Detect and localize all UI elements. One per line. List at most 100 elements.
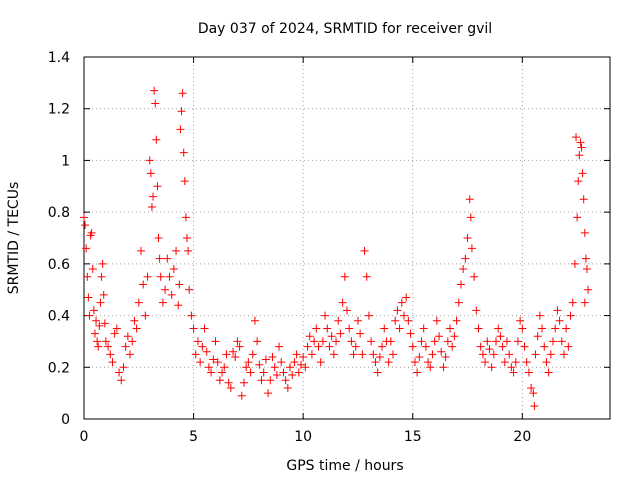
data-point — [456, 280, 465, 289]
data-point — [132, 324, 141, 333]
data-point — [231, 352, 240, 361]
data-point — [283, 383, 292, 392]
data-point — [566, 311, 575, 320]
data-point — [509, 368, 518, 377]
data-point — [215, 376, 224, 385]
data-point — [502, 337, 511, 346]
data-point — [323, 324, 332, 333]
data-point — [296, 360, 305, 369]
data-point — [196, 358, 205, 367]
data-point — [413, 368, 422, 377]
data-point — [101, 337, 110, 346]
data-point — [211, 337, 220, 346]
data-point — [275, 342, 284, 351]
data-point — [290, 358, 299, 367]
data-point — [89, 306, 98, 315]
data-point — [380, 324, 389, 333]
data-point — [562, 324, 571, 333]
data-point — [153, 182, 162, 191]
data-point — [570, 259, 579, 268]
data-point — [524, 368, 533, 377]
y-tick-label: 1.2 — [48, 102, 70, 118]
data-point — [104, 342, 113, 351]
data-point — [334, 316, 343, 325]
data-point — [461, 254, 470, 263]
data-point — [450, 332, 459, 341]
data-point — [321, 311, 330, 320]
data-point — [424, 358, 433, 367]
data-point — [155, 254, 164, 263]
data-point — [576, 138, 585, 147]
data-point — [136, 246, 145, 255]
data-point — [408, 342, 417, 351]
data-point — [470, 272, 479, 281]
data-point — [542, 358, 551, 367]
data-point — [147, 202, 156, 211]
data-point — [353, 316, 362, 325]
data-point — [209, 355, 218, 364]
data-point — [303, 342, 312, 351]
data-point — [373, 368, 382, 377]
data-point — [174, 301, 183, 310]
data-point — [179, 148, 188, 157]
data-point — [83, 272, 92, 281]
data-point — [428, 350, 437, 359]
data-point — [253, 337, 262, 346]
data-point — [421, 342, 430, 351]
data-point — [343, 306, 351, 315]
data-point — [476, 342, 485, 351]
data-point — [371, 358, 380, 367]
y-tick-label: 0 — [61, 412, 70, 428]
data-point — [85, 311, 94, 320]
data-point — [544, 368, 553, 377]
data-point — [527, 383, 536, 392]
data-point — [237, 391, 246, 400]
data-point — [395, 324, 404, 333]
data-point — [117, 376, 126, 385]
data-point — [516, 316, 525, 325]
data-point — [513, 337, 522, 346]
data-point — [169, 265, 178, 274]
data-point — [149, 192, 158, 201]
data-point — [362, 272, 371, 281]
data-point — [134, 298, 143, 307]
data-point — [557, 337, 566, 346]
data-point — [141, 311, 150, 320]
data-point — [175, 280, 184, 289]
data-point — [222, 350, 231, 359]
data-point — [347, 337, 356, 346]
data-point — [375, 352, 384, 361]
data-point — [360, 246, 369, 255]
data-point — [80, 213, 88, 222]
data-point — [100, 319, 109, 328]
data-point — [530, 402, 539, 411]
data-point — [310, 337, 319, 346]
data-point — [391, 316, 400, 325]
data-point — [364, 311, 373, 320]
data-point — [332, 337, 341, 346]
data-point — [259, 368, 268, 377]
data-point — [292, 350, 301, 359]
data-point — [279, 368, 288, 377]
y-axis-label: SRMTID / TECUs — [6, 182, 22, 295]
data-point — [522, 358, 531, 367]
x-axis-label: GPS time / hours — [286, 458, 403, 474]
data-point — [481, 358, 490, 367]
data-point — [551, 324, 560, 333]
data-point — [483, 337, 492, 346]
data-point — [88, 265, 97, 274]
data-point — [193, 337, 202, 346]
data-point — [172, 246, 181, 255]
data-point — [250, 316, 259, 325]
data-point — [498, 342, 507, 351]
data-point — [446, 324, 455, 333]
data-point — [257, 376, 266, 385]
data-point — [314, 342, 323, 351]
data-point — [115, 368, 124, 377]
data-point — [277, 358, 286, 367]
data-point — [529, 389, 538, 398]
data-point — [492, 337, 501, 346]
data-point — [472, 306, 481, 315]
data-point — [130, 316, 139, 325]
